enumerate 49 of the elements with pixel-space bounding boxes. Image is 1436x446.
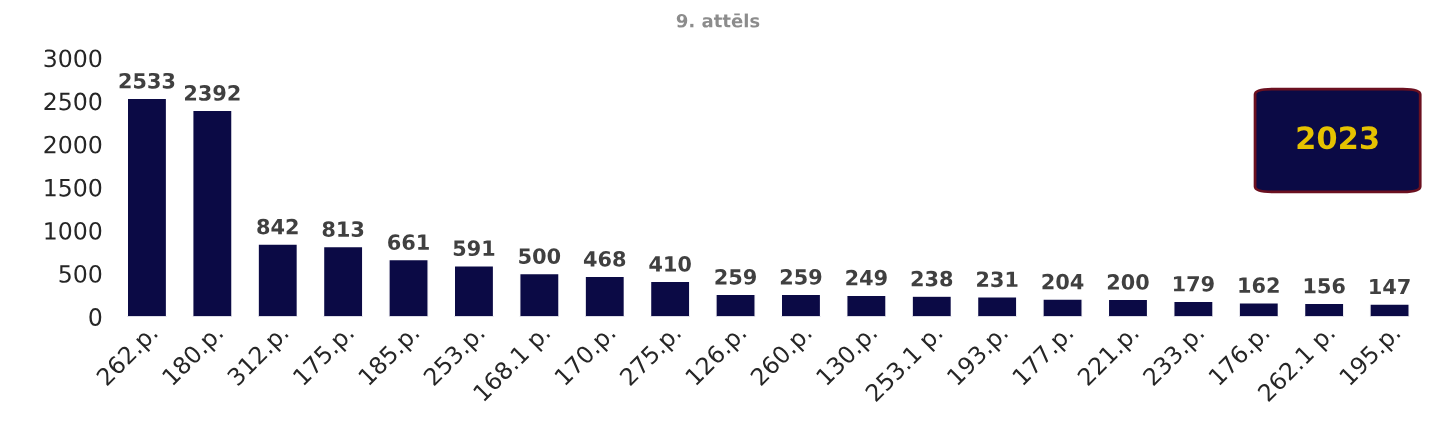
data-label: 842 <box>257 218 298 235</box>
bar <box>1042 298 1083 317</box>
bar <box>519 272 560 317</box>
data-label: 591 <box>453 240 495 257</box>
data-label: 813 <box>322 221 364 237</box>
bar <box>126 97 168 317</box>
data-label: 249 <box>846 269 887 286</box>
data-label: 2392 <box>185 85 240 101</box>
bar <box>1173 300 1214 317</box>
bar <box>780 293 822 317</box>
bar <box>1107 298 1149 317</box>
data-label: 410 <box>649 255 691 272</box>
y-tick-label: 2000 <box>44 135 102 154</box>
bar <box>388 258 429 317</box>
bar <box>911 295 953 317</box>
data-label: 200 <box>1107 274 1149 290</box>
data-label: 468 <box>583 250 626 267</box>
data-label: 162 <box>1239 277 1279 294</box>
chart-title: 9. attēls <box>676 13 760 28</box>
y-tick-label: 3000 <box>44 49 102 68</box>
bar <box>584 275 626 317</box>
bar <box>192 109 233 317</box>
bar <box>1303 302 1345 317</box>
data-label: 179 <box>1173 275 1214 292</box>
bar <box>846 294 887 317</box>
y-tick-label: 500 <box>59 264 102 283</box>
y-tick-label: 1000 <box>45 221 102 240</box>
data-label: 231 <box>977 271 1018 288</box>
bar <box>322 245 364 317</box>
data-label: 259 <box>780 268 822 285</box>
data-label: 238 <box>911 270 953 287</box>
bar <box>257 243 299 317</box>
bar <box>453 265 495 317</box>
data-label: 2533 <box>119 72 175 89</box>
bar <box>1369 303 1410 317</box>
bar <box>976 296 1018 317</box>
data-label: 500 <box>519 248 561 264</box>
annotation: 2023 <box>1297 126 1378 150</box>
y-tick-label: 1500 <box>45 178 102 197</box>
y-tick-label: 2500 <box>44 92 102 111</box>
bar <box>1238 301 1280 317</box>
bar <box>649 280 691 317</box>
data-label: 661 <box>388 234 429 251</box>
data-label: 147 <box>1370 278 1410 295</box>
bar <box>715 293 756 317</box>
data-label: 259 <box>715 268 756 285</box>
data-label: 156 <box>1304 277 1345 294</box>
y-tick-label: 0 <box>89 308 102 326</box>
data-label: 204 <box>1042 273 1084 290</box>
